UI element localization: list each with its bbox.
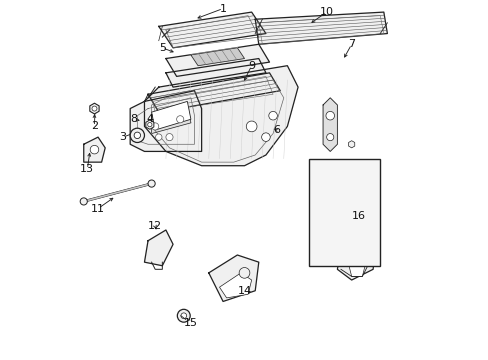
Circle shape xyxy=(326,134,333,141)
Circle shape xyxy=(148,180,155,187)
Text: 14: 14 xyxy=(237,286,251,296)
Circle shape xyxy=(177,309,190,322)
Polygon shape xyxy=(151,102,190,130)
Circle shape xyxy=(176,116,183,123)
Circle shape xyxy=(151,123,159,130)
Polygon shape xyxy=(348,141,354,148)
Circle shape xyxy=(155,134,162,140)
Circle shape xyxy=(130,128,144,143)
Text: 11: 11 xyxy=(91,203,105,213)
Circle shape xyxy=(147,122,152,127)
Polygon shape xyxy=(190,48,244,66)
Circle shape xyxy=(239,267,249,278)
Text: 2: 2 xyxy=(91,121,98,131)
Circle shape xyxy=(92,106,97,111)
Polygon shape xyxy=(90,103,99,114)
Circle shape xyxy=(181,313,186,319)
Text: 5: 5 xyxy=(159,43,165,53)
Polygon shape xyxy=(130,91,201,152)
Polygon shape xyxy=(144,66,298,166)
Polygon shape xyxy=(323,98,337,152)
Text: 15: 15 xyxy=(183,318,198,328)
Text: 13: 13 xyxy=(80,164,94,174)
Polygon shape xyxy=(165,44,269,76)
Circle shape xyxy=(80,198,87,205)
Polygon shape xyxy=(148,73,280,112)
Circle shape xyxy=(90,145,99,154)
Polygon shape xyxy=(145,120,154,129)
Circle shape xyxy=(134,132,140,139)
Circle shape xyxy=(165,134,173,141)
Polygon shape xyxy=(347,255,365,276)
FancyBboxPatch shape xyxy=(308,158,380,266)
Polygon shape xyxy=(219,273,251,298)
Polygon shape xyxy=(255,12,386,44)
Text: 16: 16 xyxy=(351,211,365,221)
Polygon shape xyxy=(337,223,376,280)
Text: 10: 10 xyxy=(319,7,333,17)
Text: 8: 8 xyxy=(130,114,137,124)
Polygon shape xyxy=(165,59,265,87)
Text: 6: 6 xyxy=(273,125,280,135)
Polygon shape xyxy=(159,12,265,48)
Circle shape xyxy=(246,121,257,132)
Polygon shape xyxy=(144,230,173,266)
Text: 12: 12 xyxy=(148,221,162,231)
Text: 1: 1 xyxy=(219,4,226,14)
Circle shape xyxy=(268,111,277,120)
Text: 4: 4 xyxy=(146,114,153,124)
Text: 9: 9 xyxy=(247,61,255,71)
Polygon shape xyxy=(151,105,190,134)
Polygon shape xyxy=(208,255,258,301)
Circle shape xyxy=(261,133,270,141)
Polygon shape xyxy=(83,137,105,162)
Text: 7: 7 xyxy=(347,39,354,49)
Circle shape xyxy=(325,111,334,120)
Text: 3: 3 xyxy=(119,132,126,142)
